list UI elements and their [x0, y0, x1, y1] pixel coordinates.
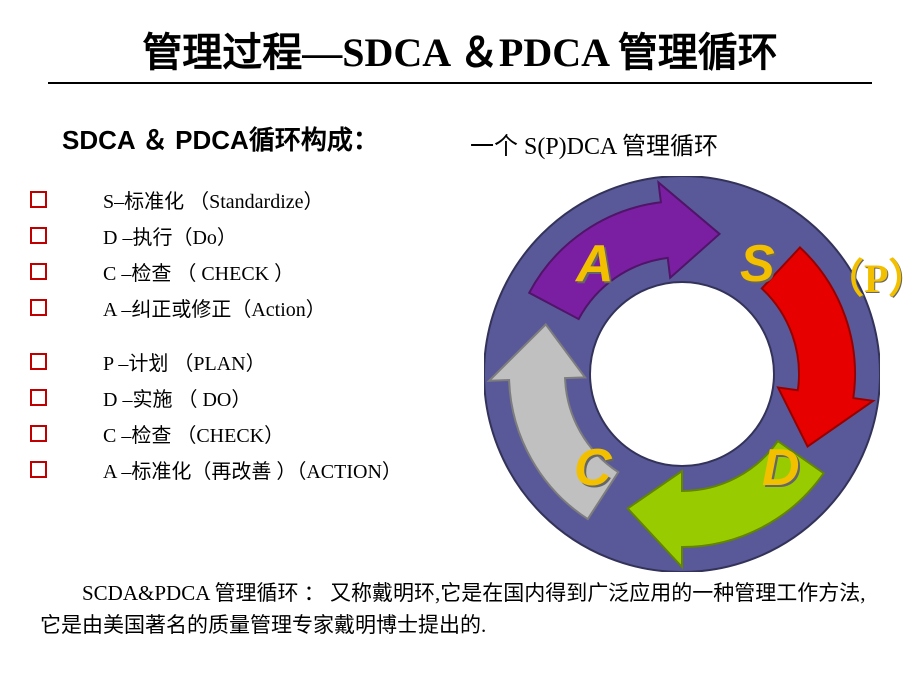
list-item: D –实施 （ DO） — [30, 383, 402, 411]
bullet-icon — [30, 389, 47, 406]
bullet-icon — [30, 299, 47, 316]
list-item: P –计划 （PLAN） — [30, 347, 402, 375]
item-text: D –实施 （ DO） — [103, 383, 251, 412]
bullet-icon — [30, 461, 47, 478]
title-prefix: 管理过程— — [142, 30, 342, 75]
bullet-icon — [30, 227, 47, 244]
bullet-icon — [30, 425, 47, 442]
item-text: A –纠正或修正（Action） — [103, 293, 326, 322]
list-item: A –标准化（再改善 ）（ACTION） — [30, 455, 402, 483]
title-amp: ＆ — [449, 30, 499, 75]
list-item: D –执行（Do） — [30, 221, 402, 249]
bullet-icon — [30, 353, 47, 370]
title-pdca: PDCA — [499, 30, 608, 75]
item-text: C –检查 （CHECK） — [103, 419, 284, 448]
title-underline — [48, 82, 872, 84]
subtitle-right: 一个 S(P)DCA 管理循环 — [470, 126, 718, 161]
wheel-svg — [484, 176, 880, 572]
wheel-letter-c: C — [574, 438, 612, 498]
item-text: A –标准化（再改善 ）（ACTION） — [103, 455, 402, 484]
wheel-letter-a: A — [576, 234, 614, 294]
wheel-p-label: （P） — [824, 246, 920, 304]
list-item: S–标准化 （Standardize） — [30, 185, 402, 213]
pdca-wheel: A S D C （P） — [484, 176, 880, 572]
bullet-icon — [30, 263, 47, 280]
title-sdca: SDCA — [342, 30, 449, 75]
wheel-letter-s: S — [740, 234, 775, 294]
item-text: C –检查 （ CHECK ） — [103, 257, 294, 286]
item-text: D –执行（Do） — [103, 221, 237, 250]
bullet-icon — [30, 191, 47, 208]
page-title: 管理过程—SDCA ＆PDCA 管理循环 — [0, 20, 920, 78]
wheel-letter-d: D — [762, 438, 800, 498]
item-text: P –计划 （PLAN） — [103, 347, 266, 376]
footer-description: SCDA&PDCA 管理循环 ： 又称戴明环,它是在国内得到广泛应用的一种管理工… — [40, 578, 880, 641]
item-text: S–标准化 （Standardize） — [103, 185, 324, 214]
subtitle-left: SDCA ＆ PDCA循环构成： — [62, 120, 379, 157]
definition-list: S–标准化 （Standardize） D –执行（Do） C –检查 （ CH… — [30, 185, 402, 491]
list-item: C –检查 （CHECK） — [30, 419, 402, 447]
list-item: A –纠正或修正（Action） — [30, 293, 402, 321]
title-suffix: 管理循环 — [608, 30, 778, 75]
list-item: C –检查 （ CHECK ） — [30, 257, 402, 285]
